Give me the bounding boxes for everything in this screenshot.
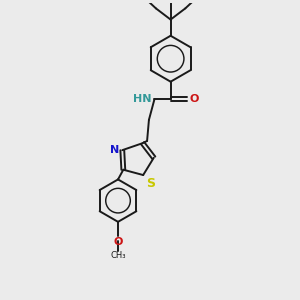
Text: O: O [113, 237, 123, 248]
Text: HN: HN [133, 94, 152, 104]
Text: CH₃: CH₃ [110, 251, 126, 260]
Text: N: N [110, 145, 119, 154]
Text: S: S [146, 177, 155, 190]
Text: methoxy: methoxy [104, 253, 132, 258]
Text: O: O [190, 94, 199, 104]
